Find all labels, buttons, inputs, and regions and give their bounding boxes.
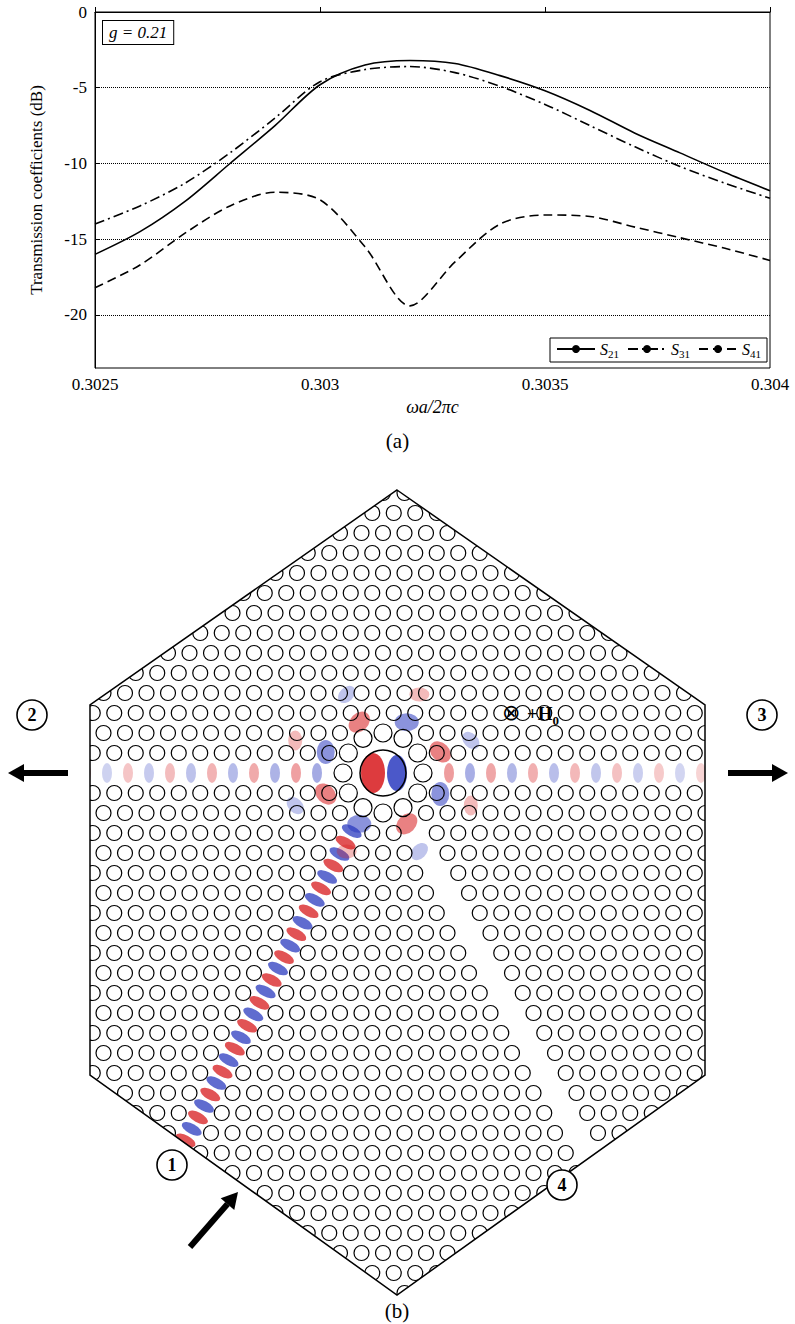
svg-text:(b): (b) [385, 1299, 410, 1323]
svg-text:0.3025: 0.3025 [72, 375, 119, 394]
svg-text:+H0: +H0 [527, 703, 559, 728]
svg-text:g = 0.21: g = 0.21 [109, 23, 167, 42]
svg-text:-20: -20 [64, 305, 87, 324]
svg-text:S: S [600, 341, 608, 358]
svg-text:21: 21 [608, 348, 619, 360]
svg-text:Transmission coefficients (dB): Transmission coefficients (dB) [27, 85, 46, 295]
svg-text:ωa/2πc: ωa/2πc [406, 397, 459, 417]
svg-text:41: 41 [750, 348, 761, 360]
svg-text:0.3035: 0.3035 [522, 375, 569, 394]
svg-text:0: 0 [79, 3, 88, 22]
svg-text:⊗: ⊗ [502, 700, 520, 725]
svg-text:S: S [671, 341, 679, 358]
svg-text:-15: -15 [64, 230, 87, 249]
svg-text:2: 2 [28, 705, 37, 725]
svg-text:31: 31 [679, 348, 690, 360]
svg-text:0.304: 0.304 [751, 375, 790, 394]
svg-text:4: 4 [558, 1175, 567, 1195]
svg-text:0.303: 0.303 [301, 375, 339, 394]
svg-text:-10: -10 [64, 154, 87, 173]
svg-text:3: 3 [758, 705, 767, 725]
svg-text:-5: -5 [73, 78, 87, 97]
svg-text:1: 1 [168, 1155, 177, 1175]
svg-text:(a): (a) [386, 429, 409, 453]
svg-text:S: S [742, 341, 750, 358]
